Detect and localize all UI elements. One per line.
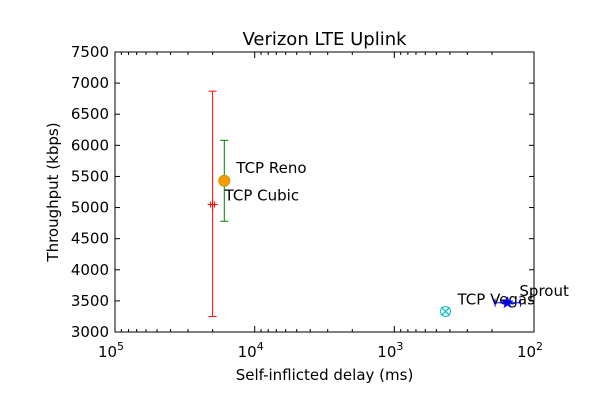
chart-title: Verizon LTE Uplink bbox=[242, 29, 407, 50]
point-marker-1 bbox=[218, 174, 231, 187]
point-label-1: TCP Reno bbox=[235, 159, 306, 177]
y-tick-label-1: 3500 bbox=[71, 292, 109, 310]
point-marker-3 bbox=[501, 296, 514, 309]
y-axis-ticks: 3000 3500 4000 4500 5000 5500 6000 6500 7000 7500 bbox=[71, 43, 534, 341]
x-tick-label-1: 104 bbox=[238, 340, 264, 361]
y-tick-label-5: 5500 bbox=[71, 167, 109, 185]
y-tick-label-4: 5000 bbox=[71, 199, 109, 217]
point-label-2: TCP Vegas bbox=[457, 290, 536, 308]
y-tick-label-3: 4500 bbox=[71, 230, 109, 248]
y-tick-label-2: 4000 bbox=[71, 261, 109, 279]
x-axis-label: Self-inflicted delay (ms) bbox=[236, 366, 414, 384]
point-marker-cross-2 bbox=[441, 307, 450, 316]
y-axis-label: Throughput (kbps) bbox=[44, 122, 62, 262]
y-tick-label-8: 7000 bbox=[71, 74, 109, 92]
x-axis-ticks: 105 104 103 102 bbox=[98, 52, 543, 361]
x-tick-label-0: 105 bbox=[98, 340, 124, 361]
point-label-0: TCP Cubic bbox=[224, 186, 299, 204]
x-tick-label-3: 102 bbox=[517, 340, 543, 361]
y-tick-label-9: 7500 bbox=[71, 43, 109, 61]
point-marker-0 bbox=[207, 199, 218, 210]
point-label-3: Sprout bbox=[519, 282, 569, 300]
x-tick-label-2: 103 bbox=[377, 340, 403, 361]
plot-frame bbox=[114, 51, 535, 333]
y-tick-label-7: 6500 bbox=[71, 105, 109, 123]
y-tick-label-6: 6000 bbox=[71, 136, 109, 154]
point-marker-2 bbox=[440, 305, 452, 317]
y-tick-label-0: 3000 bbox=[71, 323, 109, 341]
